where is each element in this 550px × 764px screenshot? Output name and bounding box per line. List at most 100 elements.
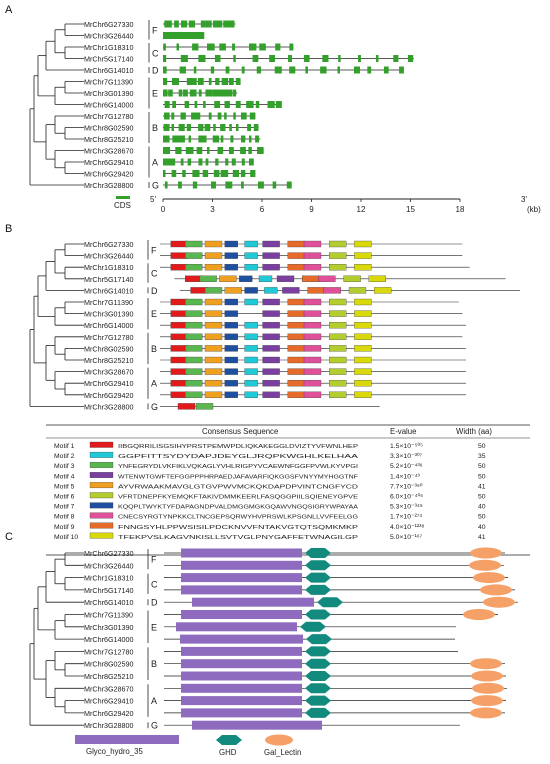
exon-block — [224, 112, 227, 120]
gal-lectin-domain — [483, 596, 515, 608]
glyco-hydro-35-domain — [181, 671, 302, 681]
exon-block — [383, 66, 389, 74]
motif-box — [224, 298, 238, 306]
exon-block — [322, 55, 329, 62]
motif-box — [185, 298, 203, 306]
exon-block — [217, 20, 223, 28]
motif-box — [185, 368, 203, 375]
table-header-width: Width (aa) — [456, 427, 492, 436]
motif-box — [287, 240, 305, 248]
motif-box — [204, 391, 223, 398]
exon-block — [174, 20, 179, 28]
motif-box — [262, 252, 280, 259]
panel-a-gene-name: MrChr5G17140 — [84, 55, 134, 64]
exon-block — [188, 135, 192, 143]
panel-a-group-letter-b: B — [152, 123, 158, 133]
motif-box — [348, 287, 367, 294]
panel-b-gene-name: MrChr5G17140 — [84, 275, 134, 284]
motif-box — [224, 310, 238, 317]
exon-block — [171, 112, 175, 120]
motif-box — [224, 345, 238, 352]
ghd-domain — [305, 671, 331, 681]
motif-box — [204, 368, 223, 375]
motif-name: Motif 10 — [54, 534, 78, 541]
ghd-domain — [305, 695, 331, 706]
motif-width: 50 — [478, 494, 486, 501]
ghd-domain — [317, 597, 343, 608]
exon-block — [188, 20, 193, 28]
motif-box — [244, 333, 258, 340]
motif-box — [244, 345, 258, 352]
glyco-hydro-35-domain — [181, 560, 302, 570]
panel-c-label: C — [5, 531, 13, 543]
glyco-hydro-35-domain — [181, 708, 302, 718]
motif-box — [287, 345, 305, 352]
panel-c-gene-name: MrChr3G01390 — [84, 623, 134, 632]
exon-block — [196, 147, 203, 154]
motif-box — [303, 298, 322, 306]
motif-box — [329, 322, 347, 329]
motif-box — [303, 264, 322, 271]
panel-c-gene-name: MrChr7G12780 — [84, 647, 134, 656]
motif-box — [177, 403, 196, 410]
motif-sequence: KQQPLTWYKTYFDAPAGNDPVALDMGGMGKGQAWVNGQSI… — [118, 505, 359, 511]
exon-block — [178, 89, 183, 97]
motif-box — [262, 333, 280, 340]
exon-block — [171, 124, 175, 131]
motif-box — [374, 287, 392, 294]
motif-box — [329, 356, 347, 364]
motif-box — [262, 322, 280, 329]
exon-block — [241, 66, 245, 74]
motif-box — [262, 380, 280, 387]
panel-b-gene-name: MrChr6G14000 — [84, 321, 134, 330]
ghd-domain — [305, 683, 331, 694]
exon-block — [192, 170, 200, 177]
motif-box — [282, 287, 300, 294]
motif-evalue: 4.0×10⁻¹²³⁸ — [390, 524, 424, 531]
exon-block — [189, 89, 197, 97]
exon-block — [203, 135, 207, 143]
motif-box — [185, 240, 203, 248]
exon-block — [252, 55, 259, 62]
glyco-hydro-35-domain — [181, 659, 302, 669]
motif-box — [185, 333, 203, 340]
motif-box — [185, 310, 203, 317]
motif-box — [224, 380, 238, 387]
motif-evalue: 5.3×10⁻³⁴⁹ — [390, 504, 423, 511]
legend-glyco-label: Glyco_hydro_35 — [86, 747, 143, 756]
motif-box — [262, 345, 280, 352]
panel-c-gene-name: MrChr8G25210 — [84, 672, 134, 681]
exon-block — [163, 89, 168, 97]
exon-block — [210, 181, 216, 189]
gal-lectin-domain — [471, 695, 503, 707]
panel-c-group-letter-c: C — [151, 579, 158, 589]
motif-box — [244, 380, 258, 387]
exon-block — [163, 147, 171, 154]
exon-block — [305, 66, 308, 74]
motif-box — [303, 240, 322, 248]
motif-box — [224, 287, 242, 294]
exon-block — [220, 170, 229, 177]
axis-tick-label: 9 — [309, 205, 314, 214]
motif-box — [303, 310, 322, 317]
panel-a-group-letter-g: G — [152, 181, 159, 191]
exon-block — [163, 78, 168, 85]
motif-name: Motif 8 — [54, 514, 75, 521]
exon-block — [175, 147, 182, 154]
motif-box — [354, 322, 372, 329]
panel-a-label: A — [5, 4, 13, 16]
motif-box — [287, 264, 305, 271]
exon-block — [182, 170, 186, 177]
exon-block — [185, 147, 194, 154]
motif-evalue: 1.7×10⁻²⁷⁴ — [390, 514, 422, 521]
ghd-domain — [305, 707, 331, 718]
motif-sequence: CNECSYRGTYNPKKCLTNCGEPSQRWYHVPRSWLKPSGNL… — [118, 515, 358, 521]
motif-swatch — [89, 472, 114, 478]
motif-box — [302, 275, 320, 282]
exon-block — [180, 158, 184, 166]
motif-evalue: 5.0×10⁻¹⁶⁷ — [390, 534, 423, 541]
exon-block — [337, 66, 340, 74]
motif-evalue: 6.0×10⁻⁴⁰⁶ — [390, 493, 423, 501]
exon-block — [213, 124, 216, 131]
panel-c-gene-name: MrChr6G29410 — [84, 697, 134, 706]
